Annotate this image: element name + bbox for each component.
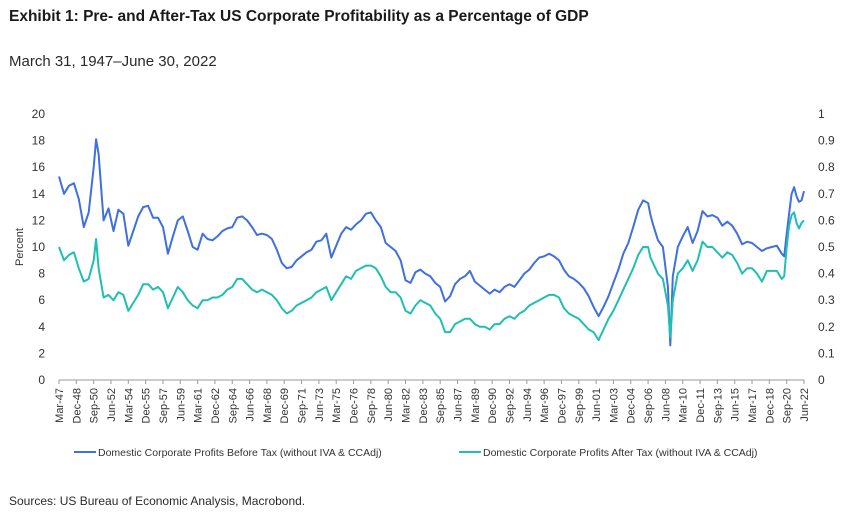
x-tick-label: Dec-76	[349, 388, 361, 423]
chart-series	[58, 138, 805, 347]
y-tick-label: 14	[32, 187, 46, 201]
x-tick-label: Dec-90	[487, 388, 499, 423]
y-tick-label: 16	[32, 160, 46, 174]
x-tick-label: Sep-50	[89, 388, 101, 423]
y-tick-label: 8	[38, 267, 45, 281]
x-tick-label: Dec-69	[279, 388, 291, 423]
y2-tick-label: 0.8	[818, 160, 835, 174]
x-tick-label: Dec-04	[626, 388, 638, 423]
x-tick-label: Mar-17	[747, 388, 759, 423]
y2-tick-label: 0.3	[818, 293, 835, 307]
y-axis-label: Percent	[14, 228, 26, 266]
x-tick-label: Mar-61	[193, 388, 205, 423]
x-tick-label: Sep-57	[158, 388, 170, 423]
y2-tick-label: 1	[818, 107, 825, 121]
y2-tick-label: 0.5	[818, 240, 835, 254]
chart-legend: Domestic Corporate Profits Before Tax (w…	[74, 447, 757, 459]
x-tick-label: Mar-54	[123, 388, 135, 423]
x-tick-label: Jun-87	[452, 388, 464, 422]
x-tick-label: Dec-48	[71, 388, 83, 423]
y2-tick-label: 0.9	[818, 134, 835, 148]
y-tick-label: 12	[32, 213, 46, 227]
x-tick-label: Mar-03	[608, 388, 620, 423]
source-note: Sources: US Bureau of Economic Analysis,…	[9, 494, 306, 508]
y2-tick-label: 0.7	[818, 187, 835, 201]
y-tick-label: 18	[32, 134, 46, 148]
series-line-after-tax	[58, 211, 805, 342]
series-line-before-tax	[58, 138, 805, 347]
y-tick-label: 0	[38, 373, 45, 387]
x-tick-label: Mar-96	[539, 388, 551, 423]
x-tick-label: Jun-52	[106, 388, 118, 422]
y-tick-label: 6	[38, 293, 45, 307]
chart-subtitle: March 31, 1947–June 30, 2022	[9, 53, 217, 70]
x-tick-label: Jun-80	[383, 388, 395, 422]
x-tick-label: Dec-11	[695, 388, 707, 423]
y2-tick-label: 0.6	[818, 213, 835, 227]
x-tick-label: Mar-75	[331, 388, 343, 423]
y-tick-label: 2	[38, 346, 45, 360]
x-tick-label: Sep-06	[643, 388, 655, 423]
legend-label: Domestic Corporate Profits Before Tax (w…	[98, 447, 382, 459]
x-tick-label: Mar-47	[54, 388, 66, 423]
x-tick-label: Mar-68	[262, 388, 274, 423]
x-tick-label: Jun-15	[730, 388, 742, 422]
legend-label: Domestic Corporate Profits After Tax (wi…	[483, 447, 757, 459]
x-tick-label: Jun-01	[591, 388, 603, 422]
y-tick-label: 4	[38, 320, 45, 334]
x-tick-label: Mar-10	[678, 388, 690, 423]
x-tick-label: Dec-83	[418, 388, 430, 423]
x-tick-label: Dec-55	[141, 388, 153, 423]
x-tick-label: Jun-59	[175, 388, 187, 422]
x-tick-label: Sep-85	[435, 388, 447, 423]
y2-tick-label: 0.1	[818, 346, 835, 360]
x-tick-label: Mar-89	[470, 388, 482, 423]
chart-axes: 0 2 4 6 8 10 12 14 16 18 20 0 0.1 0.2 0.3 0.4 0.5 0.6 0.7 0…	[14, 107, 835, 423]
x-tick-label: Sep-13	[712, 388, 724, 423]
y2-tick-label: 0.2	[818, 320, 835, 334]
x-tick-label: Dec-97	[556, 388, 568, 423]
x-tick-label: Jun-66	[245, 388, 257, 422]
x-tick-label: Sep-71	[297, 388, 309, 423]
x-tick-label: Jun-08	[660, 388, 672, 422]
y2-tick-label: 0.4	[818, 267, 835, 281]
chart-title: Exhibit 1: Pre- and After-Tax US Corpora…	[9, 8, 589, 25]
x-tick-label: Jun-73	[314, 388, 326, 422]
x-tick-label: Sep-64	[227, 388, 239, 423]
x-tick-label: Dec-62	[210, 388, 222, 423]
y-tick-label: 10	[32, 240, 46, 254]
x-tick-label: Mar-82	[401, 388, 413, 423]
x-tick-label: Sep-78	[366, 388, 378, 423]
x-tick-label: Sep-92	[504, 388, 516, 423]
x-tick-label: Sep-99	[574, 388, 586, 423]
y2-tick-label: 0	[818, 373, 825, 387]
x-tick-label: Sep-20	[782, 388, 794, 423]
x-tick-label: Jun-22	[799, 388, 811, 422]
y-tick-label: 20	[32, 107, 46, 121]
x-tick-label: Dec-18	[764, 388, 776, 423]
x-tick-label: Jun-94	[522, 388, 534, 422]
